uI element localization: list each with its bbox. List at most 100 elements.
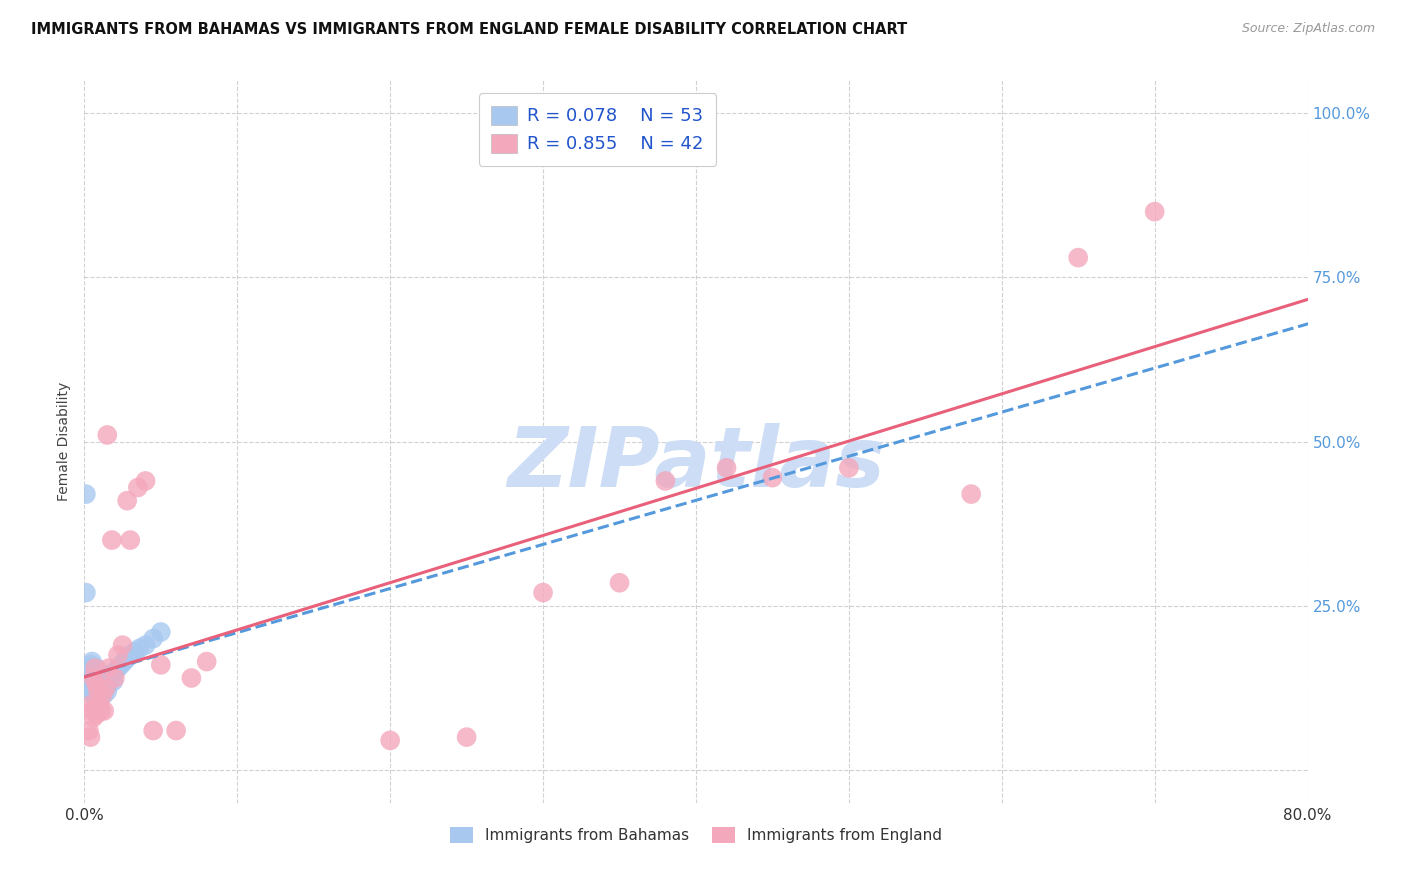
- Point: [195, 655, 218, 669]
- Point: [86, 707, 108, 722]
- Point: [101, 533, 124, 547]
- Point: [115, 493, 138, 508]
- Point: [142, 723, 165, 738]
- Point: [380, 733, 402, 747]
- Point: [96, 674, 118, 689]
- Point: [838, 460, 860, 475]
- Text: IMMIGRANTS FROM BAHAMAS VS IMMIGRANTS FROM ENGLAND FEMALE DISABILITY CORRELATION: IMMIGRANTS FROM BAHAMAS VS IMMIGRANTS FR…: [31, 22, 907, 37]
- Point: [80, 684, 103, 698]
- Point: [97, 661, 120, 675]
- Point: [84, 667, 107, 681]
- Point: [120, 533, 142, 547]
- Point: [91, 687, 114, 701]
- Point: [84, 677, 107, 691]
- Point: [76, 677, 98, 691]
- Point: [960, 487, 983, 501]
- Point: [94, 681, 117, 695]
- Point: [79, 665, 101, 679]
- Point: [94, 681, 117, 695]
- Point: [135, 474, 157, 488]
- Point: [120, 648, 142, 662]
- Point: [111, 638, 134, 652]
- Point: [87, 687, 110, 701]
- Point: [96, 428, 118, 442]
- Legend: Immigrants from Bahamas, Immigrants from England: Immigrants from Bahamas, Immigrants from…: [444, 822, 948, 849]
- Point: [180, 671, 202, 685]
- Point: [112, 655, 135, 669]
- Point: [716, 460, 738, 475]
- Point: [1067, 251, 1090, 265]
- Point: [149, 657, 172, 672]
- Point: [79, 674, 101, 689]
- Point: [110, 657, 132, 672]
- Point: [87, 684, 110, 698]
- Point: [107, 661, 129, 675]
- Point: [93, 687, 115, 701]
- Point: [135, 638, 157, 652]
- Point: [97, 677, 120, 691]
- Point: [609, 575, 631, 590]
- Point: [80, 667, 103, 681]
- Point: [87, 671, 110, 685]
- Point: [86, 677, 108, 691]
- Point: [77, 723, 100, 738]
- Point: [98, 671, 121, 685]
- Point: [80, 655, 103, 669]
- Point: [80, 704, 103, 718]
- Point: [83, 681, 105, 695]
- Point: [127, 481, 149, 495]
- Text: Source: ZipAtlas.com: Source: ZipAtlas.com: [1241, 22, 1375, 36]
- Point: [83, 665, 105, 679]
- Point: [94, 667, 117, 681]
- Point: [89, 667, 111, 681]
- Point: [86, 661, 108, 675]
- Point: [90, 687, 112, 701]
- Point: [80, 677, 103, 691]
- Point: [75, 487, 97, 501]
- Point: [531, 585, 554, 599]
- Point: [456, 730, 478, 744]
- Point: [86, 674, 108, 689]
- Point: [115, 651, 138, 665]
- Point: [79, 657, 101, 672]
- Point: [93, 677, 115, 691]
- Point: [103, 674, 125, 689]
- Point: [77, 661, 100, 675]
- Point: [83, 710, 105, 724]
- Point: [654, 474, 676, 488]
- Point: [84, 700, 107, 714]
- Point: [91, 684, 114, 698]
- Point: [80, 661, 103, 675]
- Point: [89, 690, 111, 705]
- Point: [77, 667, 100, 681]
- Point: [84, 690, 107, 705]
- Point: [1143, 204, 1166, 219]
- Point: [86, 684, 108, 698]
- Point: [91, 671, 114, 685]
- Point: [761, 471, 783, 485]
- Point: [101, 667, 124, 681]
- Point: [90, 704, 112, 718]
- Text: ZIPatlas: ZIPatlas: [508, 423, 884, 504]
- Point: [79, 730, 101, 744]
- Point: [124, 645, 146, 659]
- Point: [142, 632, 165, 646]
- Point: [107, 648, 129, 662]
- Point: [165, 723, 187, 738]
- Y-axis label: Female Disability: Female Disability: [58, 382, 72, 501]
- Point: [128, 641, 150, 656]
- Point: [75, 585, 97, 599]
- Point: [149, 625, 172, 640]
- Point: [83, 671, 105, 685]
- Point: [83, 671, 105, 685]
- Point: [104, 665, 127, 679]
- Point: [90, 674, 112, 689]
- Point: [89, 698, 111, 712]
- Point: [80, 698, 103, 712]
- Point: [96, 684, 118, 698]
- Point: [93, 704, 115, 718]
- Point: [83, 687, 105, 701]
- Point: [89, 681, 111, 695]
- Point: [104, 671, 127, 685]
- Point: [84, 661, 107, 675]
